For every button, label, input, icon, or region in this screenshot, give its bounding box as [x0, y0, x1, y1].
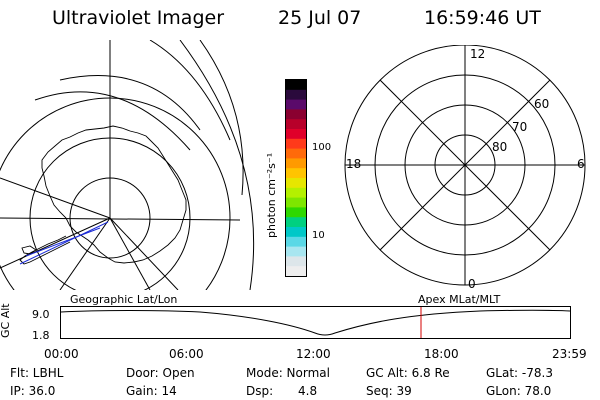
- status-gc-alt: GC Alt: 6.8 Re: [366, 366, 450, 380]
- mlt-label-18: 18: [346, 157, 362, 171]
- colorbar-segment: [286, 99, 306, 110]
- status-gain: Gain: 14: [126, 384, 177, 398]
- colorbar-segment: [286, 236, 306, 248]
- timeline-xtick-0000: 00:00: [44, 347, 79, 361]
- colorbar-unit-label: photon cm⁻²s⁻¹: [265, 152, 278, 238]
- satellite-track: [25, 227, 101, 257]
- timeline-xtick-0600: 06:00: [169, 347, 204, 361]
- peninsula-coastline: [19, 235, 71, 265]
- polar-diagonal: [379, 79, 551, 251]
- status-glat: GLat: -78.3: [486, 366, 553, 380]
- timeline-frame: [60, 306, 571, 339]
- projection-arc: [34, 91, 191, 151]
- timeline-ylabel: GC Alt: [0, 303, 12, 338]
- colorbar-segment: [286, 148, 306, 159]
- time-label: 16:59:46 UT: [424, 7, 541, 29]
- altitude-timeline: [60, 306, 571, 339]
- status-door: Door: Open: [126, 366, 195, 380]
- colorbar-tick-100: 100: [312, 142, 332, 153]
- status-glon: GLon: 78.0: [486, 384, 552, 398]
- status-seq: Seq: 39: [366, 384, 412, 398]
- meridian-line: [0, 217, 111, 269]
- timeline-xtick-1200: 12:00: [296, 347, 331, 361]
- meridian-line: [109, 217, 151, 290]
- status-dsp-value: 4.8: [298, 384, 318, 398]
- colorbar-segment: [286, 119, 306, 130]
- projection-arc: [149, 40, 231, 141]
- projection-arc: [179, 40, 255, 290]
- mlt-label-12: 12: [470, 47, 486, 61]
- colorbar-tick-10: 10: [312, 230, 325, 241]
- colorbar-segment: [286, 89, 306, 101]
- colorbar-segment: [286, 129, 306, 140]
- timeline-right-caption: Apex MLat/MLT: [418, 293, 501, 306]
- altitude-curve: [60, 309, 571, 336]
- satellite-track: [19, 221, 109, 265]
- colorbar-segment: [286, 256, 306, 267]
- colorbar-segment: [286, 178, 306, 189]
- projection-arc: [59, 75, 201, 131]
- polar-plot: [344, 45, 586, 286]
- timeline-ytick-9: 9.0: [32, 308, 50, 321]
- meridian-line: [59, 217, 111, 290]
- mlt-label-6: 6: [577, 157, 585, 171]
- colorbar-segment: [286, 80, 306, 91]
- meridian-line: [109, 217, 179, 290]
- status-ip: IP: 36.0: [10, 384, 56, 398]
- colorbar-segment: [286, 217, 306, 228]
- instrument-title: Ultraviolet Imager: [52, 7, 225, 29]
- meridian-line: [0, 177, 111, 219]
- lat-label-70: 70: [512, 120, 528, 134]
- projection-arc: [199, 40, 244, 196]
- colorbar-segment: [286, 227, 306, 238]
- colorbar-segment: [286, 197, 306, 208]
- meridian-line: [0, 217, 241, 221]
- timeline-xtick-1800: 18:00: [424, 347, 459, 361]
- coastline: [41, 125, 187, 264]
- colorbar-segment: [286, 207, 306, 218]
- colorbar-segment: [286, 187, 306, 199]
- colorbar-segment: [286, 266, 306, 277]
- island-outline: [21, 245, 37, 255]
- colorbar-segment: [286, 168, 306, 179]
- mlt-label-0: 0: [468, 277, 476, 291]
- status-mode: Mode: Normal: [246, 366, 330, 380]
- timeline-ytick-1-8: 1.8: [32, 329, 50, 342]
- timeline-left-caption: Geographic Lat/Lon: [70, 293, 178, 306]
- geographic-map: [0, 40, 255, 290]
- colorbar-segment: [286, 138, 306, 150]
- colorbar-segment: [286, 109, 306, 120]
- status-filter: Flt: LBHL: [10, 366, 64, 380]
- colorbar-segment: [286, 158, 306, 169]
- lat-label-80: 80: [492, 140, 508, 154]
- colorbar-segment: [286, 246, 306, 257]
- colorbar-frame: [285, 79, 307, 277]
- lat-label-60: 60: [534, 97, 550, 111]
- date-label: 25 Jul 07: [278, 7, 362, 29]
- status-dsp-label: Dsp:: [246, 384, 274, 398]
- lat-circle: [0, 97, 231, 290]
- color-scale-bar: [285, 79, 307, 277]
- timeline-xtick-2359: 23:59: [552, 347, 587, 361]
